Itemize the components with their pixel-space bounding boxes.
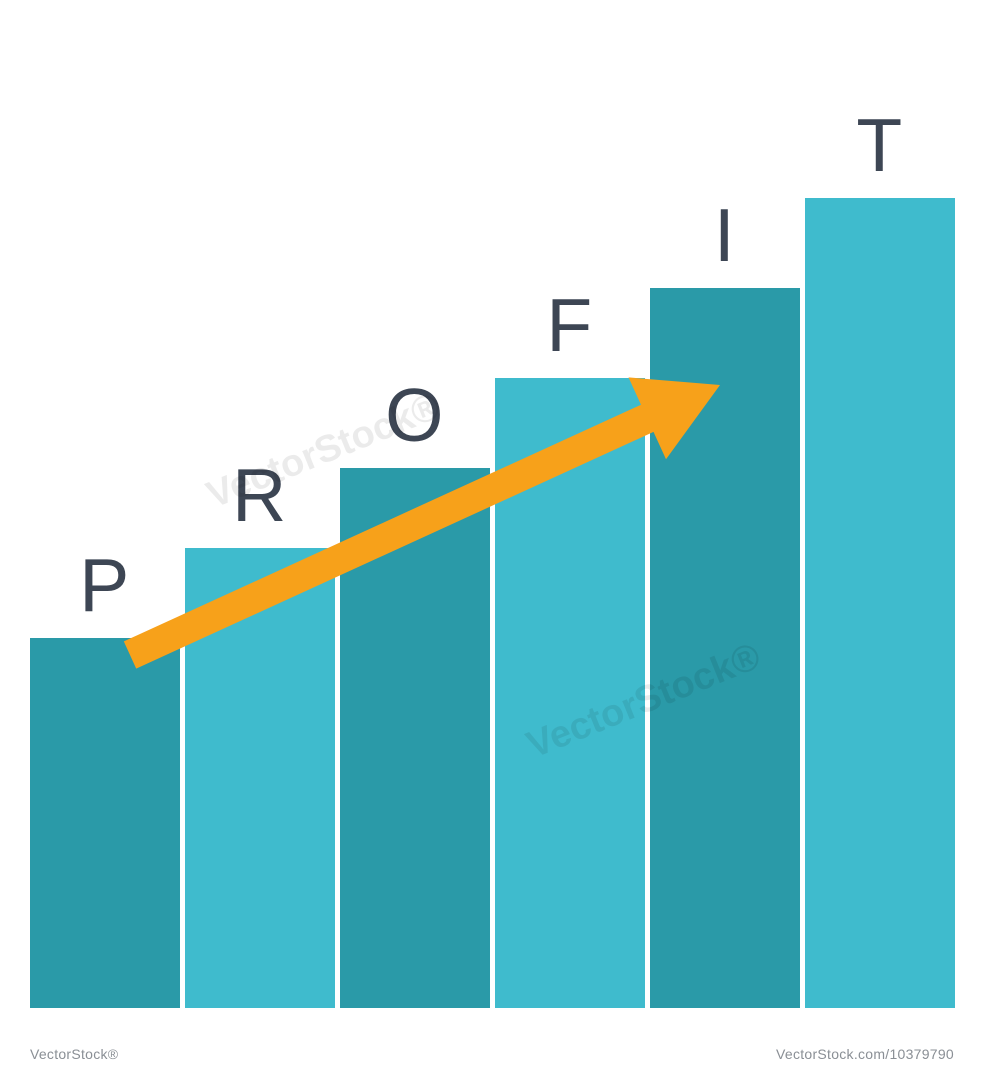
bar-label-t: T [856,102,903,188]
profit-bar-chart: TIFORP [30,28,954,1008]
footer-brand: VectorStock® [30,1046,118,1062]
bar-label-p: P [79,542,131,628]
bar-3: O [340,468,490,1008]
bar-label-i: I [714,192,736,278]
bar-1: P [30,638,180,1008]
bar-label-f: F [546,282,593,368]
bar-6: T [805,198,955,1008]
bar-2: R [185,548,335,1008]
footer-id: VectorStock.com/10379790 [776,1046,954,1062]
